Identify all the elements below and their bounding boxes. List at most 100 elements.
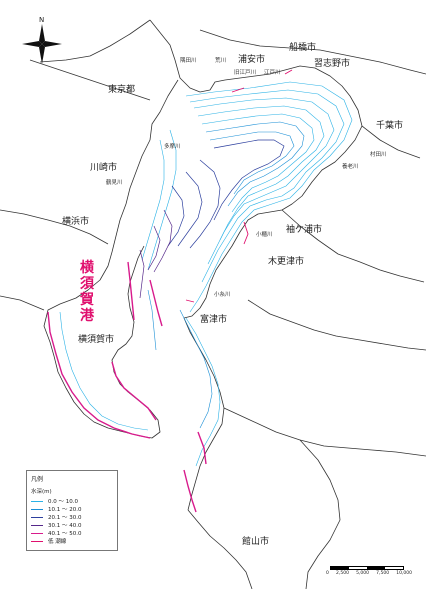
harbor-label: 横 須 賀 港 (79, 259, 95, 324)
city-kawasaki: 川崎市 (90, 161, 117, 173)
scale-tick-label: 10,000 (396, 571, 412, 576)
north-label: N (39, 16, 44, 24)
depth-contours-deepest (47, 261, 207, 513)
river-murata: 村田川 (370, 150, 387, 158)
tokyo-border (29, 59, 151, 101)
legend-item: 20.1 ～ 30.0 (31, 513, 113, 521)
river-obitsu: 小櫃川 (256, 230, 273, 238)
legend-swatch (31, 532, 43, 534)
depth-contours-shallow (59, 81, 353, 467)
low-tide-segment (231, 87, 245, 93)
contour-line (149, 279, 163, 327)
contour-line (183, 469, 197, 513)
low-tide-line (185, 69, 293, 303)
city-tokyo: 東京都 (108, 83, 135, 95)
legend-item-label: 低 潮線 (48, 539, 67, 545)
legend-swatch (31, 508, 43, 510)
legend-subtitle: 水深(m) (31, 489, 52, 495)
kanagawa-border (0, 209, 109, 245)
contour-line (213, 139, 285, 221)
north-arrow: N (22, 16, 62, 64)
coastline-east-lower (183, 317, 225, 511)
low-tide-segment (284, 69, 293, 75)
legend-swatch (31, 516, 43, 518)
land-outlines (0, 19, 426, 589)
harbor-label-char: 須 (79, 276, 95, 292)
river-tsurumi: 鶴見川 (106, 178, 123, 186)
contour-line (179, 309, 213, 429)
city-funabashi: 船橋市 (289, 41, 316, 53)
contour-line (147, 225, 161, 271)
contour-line (177, 171, 203, 247)
boso-south-coast (187, 509, 253, 589)
contour-line (153, 209, 173, 273)
harbor-label-char: 横 (80, 259, 95, 276)
city-futtsu: 富津市 (200, 313, 227, 325)
contour-line (189, 159, 221, 249)
legend-item: 30.1 ～ 40.0 (31, 521, 113, 529)
north-arrow-n (39, 24, 45, 44)
legend-item-label: 30.1 ～ 40.0 (48, 523, 82, 529)
contour-line (189, 89, 345, 283)
legend-swatch (31, 500, 43, 502)
river-kyuedo: 旧江戸川 (234, 69, 256, 76)
contour-line (197, 105, 325, 241)
miura-inland (0, 295, 45, 311)
north-arrow-e (42, 41, 62, 47)
depth-contours-deeper (139, 209, 173, 299)
north-arrow-s (39, 44, 45, 64)
city-sodegaura: 袖ケ浦市 (286, 223, 322, 235)
legend-item-label: 0.0 ～ 10.0 (48, 499, 78, 505)
chiba-border (199, 29, 426, 75)
legend: 凡例 水深(m) 0.0 ～ 10.0 10.1 ～ 20.0 20.1 ～ 30.… (26, 470, 118, 551)
contour-line (209, 131, 295, 195)
boso-inland-border-2 (281, 209, 425, 283)
scale-tick-label: 2,500 (336, 571, 349, 576)
depth-contours-mid (147, 121, 305, 429)
legend-item-label: 20.1 ～ 30.0 (48, 515, 82, 521)
contour-line (47, 311, 151, 439)
city-chiba: 千葉市 (376, 119, 403, 131)
scale-bar: 0 2,500 5,000 7,500 10,000 (326, 566, 412, 576)
boso-tip (299, 439, 341, 589)
legend-swatch (31, 524, 43, 526)
scale-tick-label: 7,500 (376, 571, 390, 576)
contour-line (193, 97, 335, 265)
city-narashino: 習志野市 (314, 57, 350, 69)
scale-tick-label: 0 (326, 571, 329, 576)
boso-inland-border-3 (247, 299, 426, 351)
legend-item: 低 潮線 (31, 537, 113, 545)
contour-line (147, 289, 157, 351)
contour-line (201, 113, 315, 213)
city-urayasu: 浦安市 (238, 53, 265, 65)
river-edo: 江戸川 (264, 69, 281, 76)
contour-line (205, 121, 305, 207)
scale-ticks: 0 2,500 5,000 7,500 10,000 (326, 571, 412, 576)
river-ara: 荒川 (215, 56, 226, 64)
city-tateyama: 館山市 (242, 535, 269, 547)
coastline-west (43, 79, 179, 439)
legend-item: 40.1 ～ 50.0 (31, 529, 113, 537)
legend-items: 0.0 ～ 10.0 10.1 ～ 20.0 20.1 ～ 30.0 30.1 ～ 4… (31, 497, 113, 545)
river-tama: 多摩川 (164, 142, 181, 150)
contour-line (167, 185, 185, 247)
boso-south-inland (223, 407, 426, 457)
city-kisarazu: 木更津市 (268, 255, 304, 267)
contour-line (139, 249, 145, 299)
legend-item-label: 40.1 ～ 50.0 (48, 531, 82, 537)
river-koito: 小糸川 (214, 290, 231, 298)
contour-line (111, 361, 157, 421)
river-yoro: 養老川 (342, 162, 359, 170)
river-sumida: 隅田川 (180, 56, 197, 64)
contour-line (185, 81, 353, 313)
scale-bar-graphic (330, 566, 404, 570)
north-arrow-w (22, 41, 42, 47)
contour-line (141, 139, 165, 261)
legend-title: 凡例 (31, 476, 44, 483)
harbor-label-char: 賀 (79, 291, 94, 308)
boso-inland-border (361, 125, 421, 159)
city-yokosuka: 横須賀市 (78, 333, 114, 345)
contour-line (197, 431, 207, 465)
contour-line (127, 261, 135, 321)
